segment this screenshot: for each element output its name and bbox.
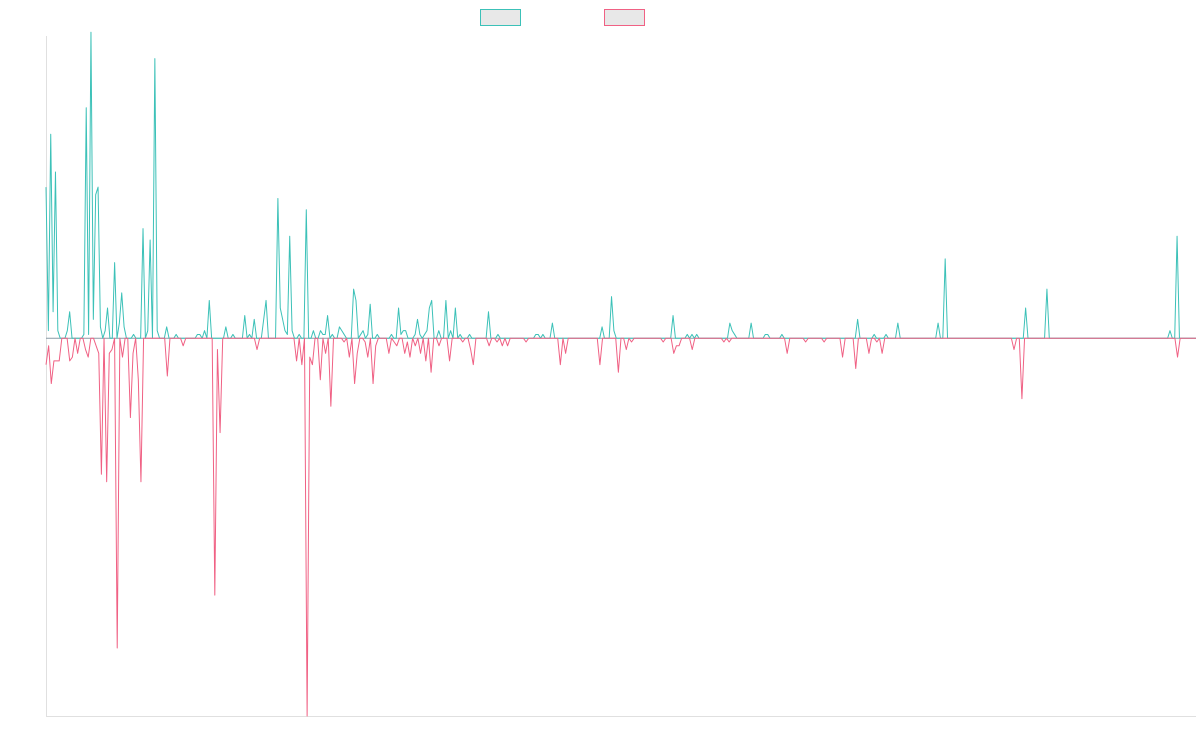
legend-swatch-series-1[interactable] xyxy=(480,9,521,26)
series-layer xyxy=(45,31,1196,717)
legend-swatch-series-2[interactable] xyxy=(604,9,645,26)
axes xyxy=(46,36,1196,717)
series-line-1 xyxy=(45,31,1196,339)
series-line-2 xyxy=(45,337,1196,717)
legend[interactable] xyxy=(480,9,645,26)
